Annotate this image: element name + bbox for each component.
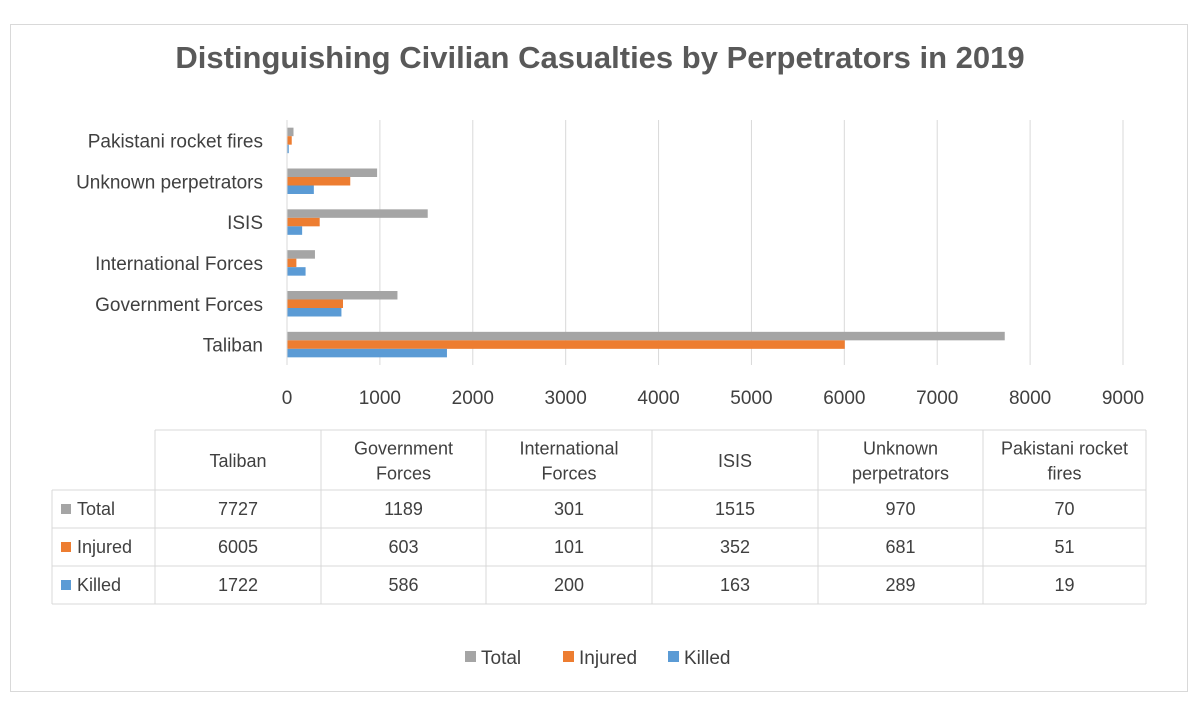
table-header-pakistani-rocket-fires-line-1: fires — [1047, 464, 1081, 484]
table-cell-total-international-forces: 301 — [554, 499, 584, 519]
table-header-taliban-line-0: Taliban — [209, 451, 266, 471]
table-cell-killed-unknown-perpetrators: 289 — [885, 575, 915, 595]
table-key-total — [61, 504, 71, 514]
x-tick-label-6000: 6000 — [823, 388, 865, 409]
legend-swatch-killed — [668, 651, 679, 662]
table-row-label-injured: Injured — [77, 537, 132, 557]
category-label-pakistani-rocket-fires: Pakistani rocket fires — [88, 131, 263, 152]
x-tick-label-4000: 4000 — [637, 388, 679, 409]
category-label-taliban: Taliban — [203, 336, 263, 357]
table-cell-killed-pakistani-rocket-fires: 19 — [1054, 575, 1074, 595]
table-cell-killed-isis: 163 — [720, 575, 750, 595]
table-cell-injured-international-forces: 101 — [554, 537, 584, 557]
legend-label-injured: Injured — [579, 648, 637, 669]
table-cell-total-pakistani-rocket-fires: 70 — [1054, 499, 1074, 519]
bar-total-unknown-perpetrators — [287, 168, 378, 177]
x-tick-label-0: 0 — [282, 388, 293, 409]
category-label-international-forces: International Forces — [95, 254, 263, 275]
category-label-government-forces: Government Forces — [95, 295, 263, 316]
table-cell-injured-government-forces: 603 — [388, 537, 418, 557]
bar-total-international-forces — [287, 250, 315, 259]
table-header-international-forces-line-1: Forces — [541, 464, 596, 484]
x-tick-label-5000: 5000 — [730, 388, 772, 409]
bar-killed-unknown-perpetrators — [287, 185, 314, 194]
bar-injured-unknown-perpetrators — [287, 177, 351, 186]
bar-killed-pakistani-rocket-fires — [287, 144, 289, 154]
bar-injured-government-forces — [287, 299, 344, 308]
bar-total-taliban — [287, 331, 1005, 341]
x-tick-label-9000: 9000 — [1102, 388, 1144, 409]
x-tick-label-2000: 2000 — [452, 388, 494, 409]
table-header-international-forces-line-0: International — [519, 439, 618, 459]
chart-frame — [10, 24, 1188, 692]
legend-label-total: Total — [481, 648, 521, 669]
x-tick-label-3000: 3000 — [545, 388, 587, 409]
legend-swatch-injured — [563, 651, 574, 662]
table-cell-killed-taliban: 1722 — [218, 575, 258, 595]
table-cell-injured-pakistani-rocket-fires: 51 — [1054, 537, 1074, 557]
bar-killed-isis — [287, 226, 303, 235]
bar-injured-taliban — [287, 340, 845, 349]
bar-killed-government-forces — [287, 308, 342, 317]
table-row-label-killed: Killed — [77, 575, 121, 595]
bar-killed-taliban — [287, 348, 447, 358]
category-label-isis: ISIS — [227, 213, 263, 234]
table-header-government-forces-line-1: Forces — [376, 464, 431, 484]
x-tick-label-7000: 7000 — [916, 388, 958, 409]
bar-total-government-forces — [287, 291, 398, 300]
table-cell-total-government-forces: 1189 — [384, 499, 423, 519]
table-cell-injured-taliban: 6005 — [218, 537, 258, 557]
table-cell-injured-isis: 352 — [720, 537, 750, 557]
table-row-label-total: Total — [77, 499, 115, 519]
table-cell-killed-international-forces: 200 — [554, 575, 584, 595]
table-header-unknown-perpetrators-line-1: perpetrators — [852, 464, 949, 484]
table-key-killed — [61, 580, 71, 590]
chart-title: Distinguishing Civilian Casualties by Pe… — [175, 40, 1025, 75]
legend-label-killed: Killed — [684, 648, 730, 669]
table-header-isis-line-0: ISIS — [718, 451, 752, 471]
table-header-pakistani-rocket-fires-line-0: Pakistani rocket — [1001, 439, 1128, 459]
bar-injured-pakistani-rocket-fires — [287, 136, 292, 145]
legend-swatch-total — [465, 651, 476, 662]
table-cell-total-isis: 1515 — [715, 499, 755, 519]
x-tick-label-8000: 8000 — [1009, 388, 1051, 409]
bar-injured-international-forces — [287, 258, 297, 268]
table-header-unknown-perpetrators-line-0: Unknown — [863, 439, 938, 459]
table-cell-killed-government-forces: 586 — [388, 575, 418, 595]
table-cell-total-unknown-perpetrators: 970 — [885, 499, 915, 519]
table-key-injured — [61, 542, 71, 552]
x-tick-label-1000: 1000 — [359, 388, 401, 409]
table-cell-total-taliban: 7727 — [218, 499, 258, 519]
bar-injured-isis — [287, 217, 320, 227]
category-label-unknown-perpetrators: Unknown perpetrators — [76, 172, 263, 193]
bar-total-pakistani-rocket-fires — [287, 127, 294, 137]
bar-total-isis — [287, 209, 428, 218]
bar-killed-international-forces — [287, 267, 306, 276]
table-cell-injured-unknown-perpetrators: 681 — [885, 537, 915, 557]
table-header-government-forces-line-0: Government — [354, 439, 453, 459]
